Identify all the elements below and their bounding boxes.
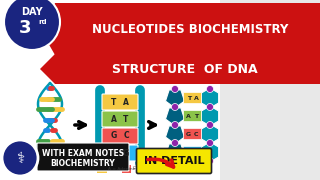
Text: C: C [187,150,191,154]
Text: C: C [123,132,129,141]
Text: BIOCHEMISTRY: BIOCHEMISTRY [51,159,116,168]
Circle shape [172,122,179,129]
Text: G: G [123,148,129,158]
Text: IN DETAIL: IN DETAIL [144,156,204,166]
FancyBboxPatch shape [183,129,202,140]
Circle shape [206,158,213,165]
Circle shape [2,140,38,176]
FancyBboxPatch shape [220,0,320,180]
FancyBboxPatch shape [183,93,202,103]
Circle shape [206,122,213,129]
Text: G: G [186,132,191,136]
FancyBboxPatch shape [122,165,132,172]
FancyBboxPatch shape [137,148,212,174]
Text: rd: rd [38,19,47,25]
Text: ⚕: ⚕ [16,150,24,165]
Circle shape [172,86,179,93]
FancyBboxPatch shape [102,145,138,161]
Text: G: G [111,132,117,141]
Text: STRUCTURE  OF DNA: STRUCTURE OF DNA [112,62,258,75]
FancyBboxPatch shape [37,143,129,171]
Text: 3: 3 [19,19,31,37]
Text: C: C [194,132,198,136]
Circle shape [4,0,60,50]
Text: T: T [187,96,191,100]
Text: A: A [123,98,129,107]
FancyBboxPatch shape [183,147,202,158]
Text: T: T [123,114,129,123]
Text: T: T [194,114,198,118]
Text: NUCLEOTIDES BIOCHEMISTRY: NUCLEOTIDES BIOCHEMISTRY [92,22,288,35]
Polygon shape [40,3,55,55]
Text: T: T [111,98,117,107]
Text: C: C [111,148,117,158]
FancyBboxPatch shape [55,54,320,84]
FancyBboxPatch shape [55,3,320,55]
Text: G: G [194,150,199,154]
FancyBboxPatch shape [102,111,138,127]
Text: C = Cytosine: C = Cytosine [133,166,161,170]
Circle shape [206,86,213,93]
Circle shape [206,140,213,147]
Text: A = Adenine: A = Adenine [108,166,135,170]
FancyBboxPatch shape [183,111,202,122]
FancyBboxPatch shape [102,94,138,110]
Circle shape [172,158,179,165]
Text: A: A [186,114,191,118]
Text: A: A [194,96,199,100]
Circle shape [172,103,179,111]
Text: DAY: DAY [21,7,43,17]
FancyBboxPatch shape [97,165,107,172]
Text: WITH EXAM NOTES: WITH EXAM NOTES [42,150,124,159]
Polygon shape [40,54,55,84]
Text: A: A [111,114,117,123]
Circle shape [172,140,179,147]
Circle shape [206,103,213,111]
FancyBboxPatch shape [102,128,138,144]
